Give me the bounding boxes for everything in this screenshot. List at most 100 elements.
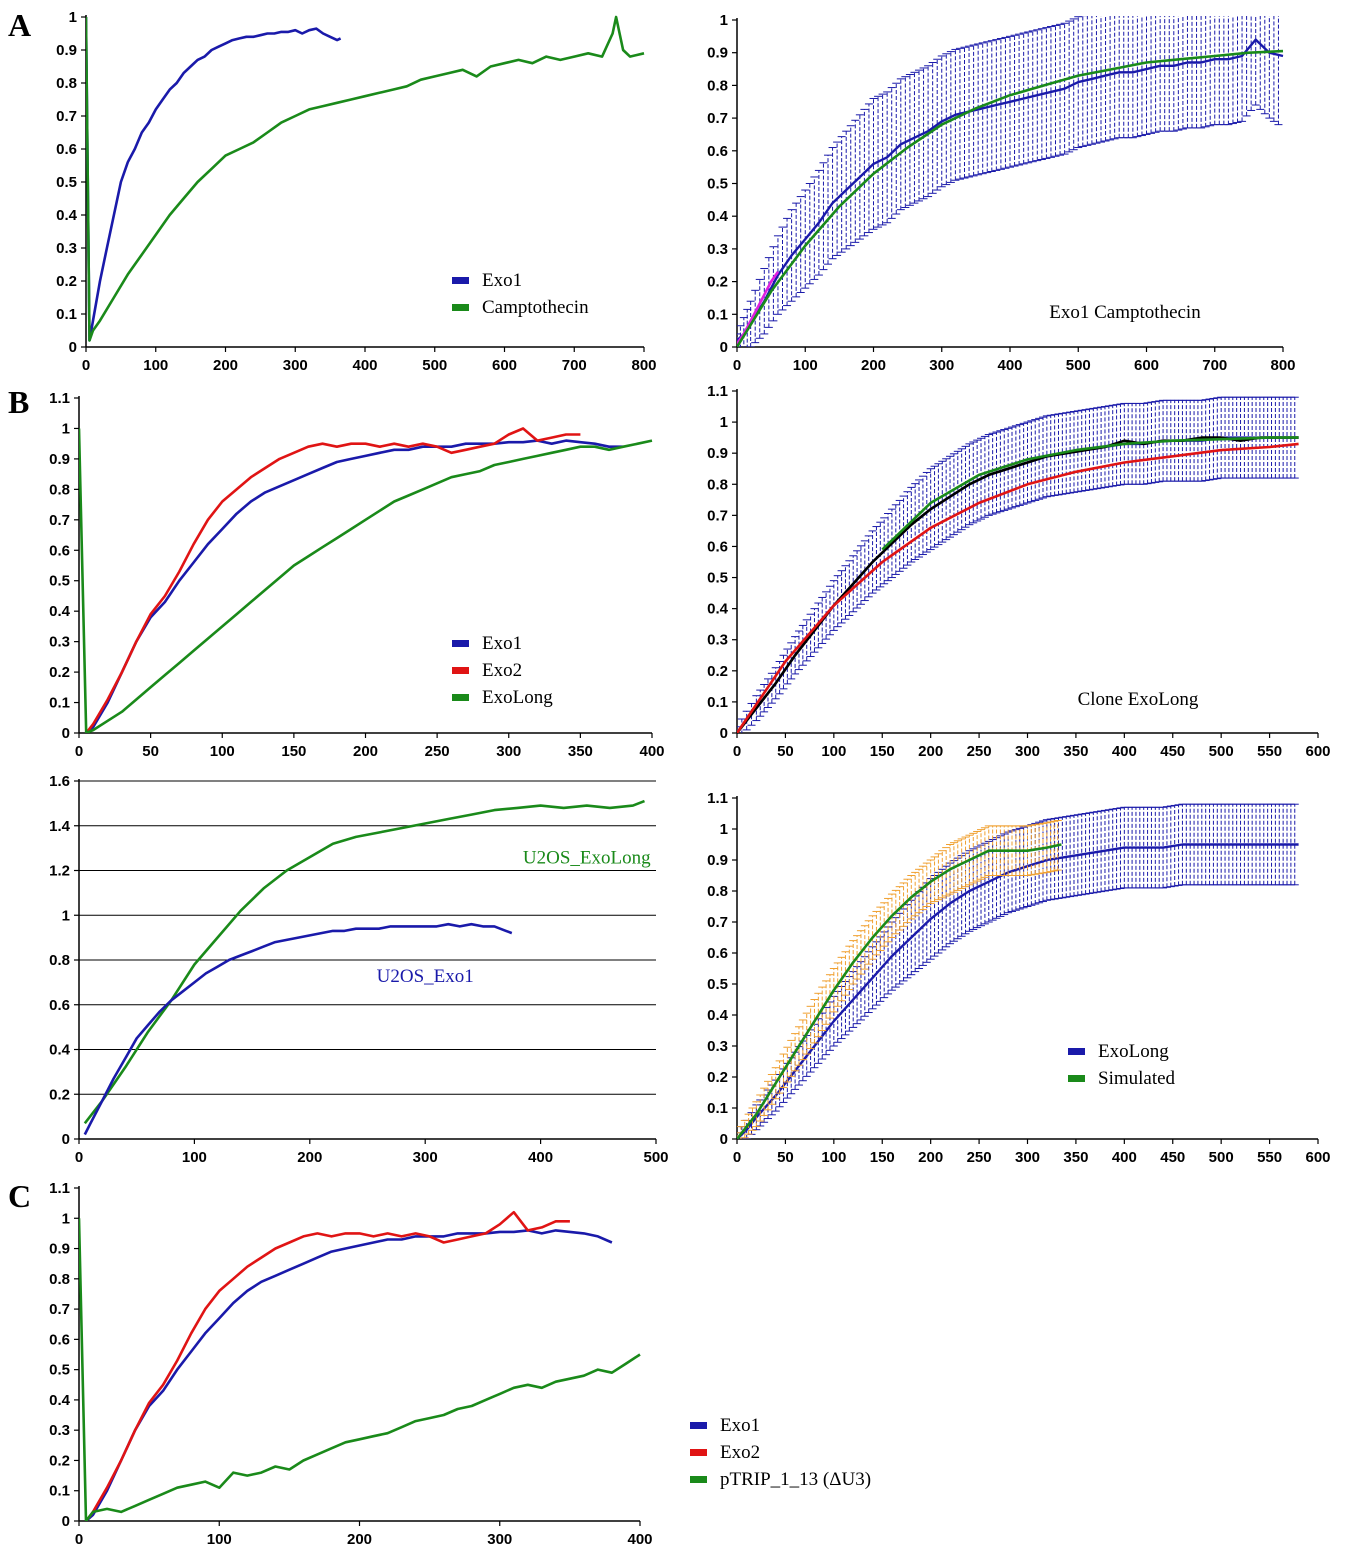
series-unnamed-0 [737, 396, 1299, 733]
plot-area [86, 15, 645, 342]
legend-label: ExoLong [482, 687, 553, 708]
series-u2os-exolong [83, 799, 645, 1125]
series-line [737, 843, 1299, 1139]
x-tick-label: 100 [182, 1149, 207, 1166]
x-tick-label: 550 [1257, 743, 1282, 760]
series-unnamed-1 [737, 271, 780, 345]
y-tick-label: 1.1 [49, 1180, 70, 1197]
x-tick-label: 450 [1160, 1149, 1185, 1166]
y-tick-label: 0.9 [49, 1241, 70, 1258]
y-tick-label: 0 [720, 339, 728, 356]
y-tick-label: 0.8 [707, 476, 728, 493]
y-tick-label: 0.3 [49, 634, 70, 651]
y-tick-label: 0.4 [49, 1392, 71, 1409]
series-line [84, 1210, 570, 1521]
y-tick-label: 0.7 [56, 108, 77, 125]
plot-area [737, 16, 1284, 347]
y-tick-label: 0 [720, 725, 728, 742]
x-tick-label: 0 [75, 1531, 83, 1548]
plot-area [79, 1210, 641, 1521]
x-tick-label: 500 [1066, 357, 1091, 374]
x-tick-label: 400 [639, 743, 664, 760]
y-tick-label: 0.8 [707, 883, 728, 900]
y-tick-label: 0.7 [707, 507, 728, 524]
legend-swatch [690, 1422, 707, 1429]
y-tick-label: 0.5 [56, 174, 77, 191]
y-tick-label: 1 [62, 1210, 70, 1227]
y-tick-label: 0.6 [49, 542, 70, 559]
series-line [737, 271, 780, 345]
y-tick-label: 0 [62, 1513, 70, 1530]
y-tick-label: 0.3 [707, 241, 728, 258]
series-unnamed-1 [737, 436, 1299, 733]
y-tick-label: 0.9 [49, 451, 70, 468]
y-tick-label: 0.7 [707, 914, 728, 931]
series-line [737, 843, 1062, 1139]
series-unnamed-3 [881, 436, 1299, 551]
y-tick-label: 0.1 [707, 694, 728, 711]
y-tick-label: 0.6 [707, 143, 728, 160]
y-tick-label: 0.7 [49, 1301, 70, 1318]
x-tick-label: 600 [1134, 357, 1159, 374]
series-line [737, 442, 1299, 733]
x-tick-label: 400 [1112, 743, 1137, 760]
legend: Exo1 Exo2 pTRIP_1_13 (ΔU3) [690, 1415, 871, 1490]
y-tick-label: 0 [62, 725, 70, 742]
legend-swatch [452, 667, 469, 674]
y-tick-label: 1 [720, 414, 728, 431]
x-tick-label: 250 [967, 743, 992, 760]
legend-swatch [452, 304, 469, 311]
x-tick-label: 550 [1257, 1149, 1282, 1166]
y-tick-label: 0.4 [707, 208, 729, 225]
y-tick-label: 0.1 [49, 1483, 70, 1500]
y-tick-label: 0.6 [56, 141, 77, 158]
x-tick-label: 800 [631, 357, 656, 374]
y-tick-label: 0 [720, 1131, 728, 1148]
series-unnamed-2 [737, 442, 1299, 733]
x-tick-label: 800 [1270, 357, 1295, 374]
x-tick-label: 0 [733, 357, 741, 374]
y-tick-label: 1 [69, 9, 77, 26]
y-tick-label: 1.1 [707, 383, 728, 400]
y-tick-label: 0.9 [56, 42, 77, 59]
y-tick-label: 1.2 [49, 863, 70, 880]
chart-B-right: 0 50 100 150 200 250 300 350 400 450 500 550 600 0 0.1… [707, 383, 1330, 760]
x-tick-label: 0 [733, 743, 741, 760]
legend-label: ExoLong [1098, 1041, 1169, 1062]
y-tick-label: 0.5 [49, 573, 70, 590]
chart-caption: Exo1 Camptothecin [1049, 302, 1201, 323]
series-line [83, 922, 513, 1136]
y-tick-label: 0.2 [707, 274, 728, 291]
y-tick-label: 0.7 [49, 512, 70, 529]
x-tick-label: 600 [492, 357, 517, 374]
x-tick-label: 200 [861, 357, 886, 374]
y-tick-label: 0 [62, 1131, 70, 1148]
legend-label: Exo1 [720, 1415, 760, 1436]
y-tick-label: 0.2 [707, 663, 728, 680]
x-tick-label: 0 [75, 743, 83, 760]
series-exo1 [85, 439, 624, 733]
x-tick-label: 250 [425, 743, 450, 760]
y-tick-label: 0.3 [49, 1422, 70, 1439]
x-tick-label: 200 [213, 357, 238, 374]
y-tick-label: 0.6 [49, 1331, 70, 1348]
x-tick-label: 0 [733, 1149, 741, 1166]
x-tick-label: 400 [997, 357, 1022, 374]
y-tick-label: 0.8 [49, 1271, 70, 1288]
legend-swatch [1068, 1075, 1085, 1082]
legend-label: Exo2 [720, 1442, 760, 1463]
x-tick-label: 100 [210, 743, 235, 760]
x-tick-label: 150 [870, 1149, 895, 1166]
x-tick-label: 300 [487, 1531, 512, 1548]
series-line [737, 38, 1284, 342]
x-tick-label: 300 [413, 1149, 438, 1166]
legend: ExoLong Simulated [1068, 1041, 1176, 1089]
y-tick-label: 1.1 [49, 390, 70, 407]
chart-caption: Clone ExoLong [1078, 689, 1199, 710]
x-tick-label: 500 [1209, 743, 1234, 760]
x-tick-label: 500 [1209, 1149, 1234, 1166]
y-tick-label: 0.9 [707, 852, 728, 869]
x-tick-label: 150 [870, 743, 895, 760]
x-tick-label: 150 [281, 743, 306, 760]
series-unnamed-2 [737, 49, 1284, 347]
